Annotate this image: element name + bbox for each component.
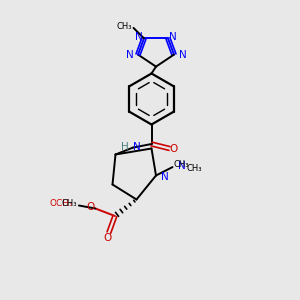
Text: CH₃: CH₃ — [116, 22, 132, 31]
Text: N: N — [169, 32, 177, 43]
Text: CH₃: CH₃ — [62, 199, 77, 208]
Text: CH₃: CH₃ — [187, 164, 202, 173]
Text: H: H — [121, 142, 129, 152]
Text: N: N — [135, 32, 142, 43]
Text: N: N — [178, 160, 185, 171]
Text: O: O — [103, 233, 112, 243]
Text: N: N — [161, 172, 169, 182]
Text: O: O — [169, 143, 177, 154]
Text: CH₃: CH₃ — [174, 160, 190, 169]
Text: OCH₃: OCH₃ — [50, 200, 74, 208]
Text: N: N — [126, 50, 134, 60]
Text: O: O — [86, 202, 95, 212]
Text: N: N — [133, 142, 141, 152]
Text: N: N — [178, 50, 186, 60]
